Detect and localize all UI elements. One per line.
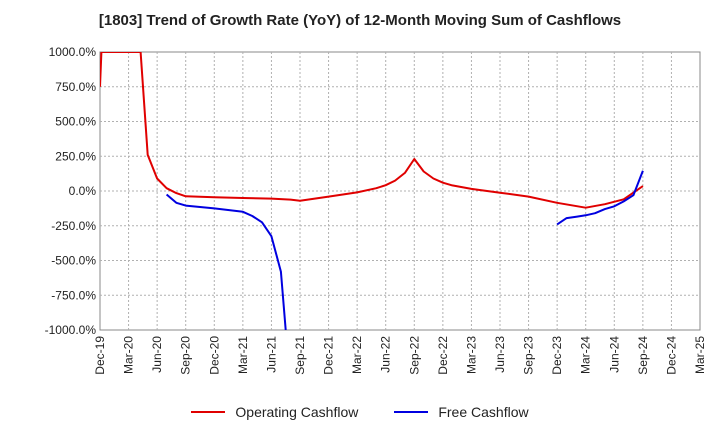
x-tick-label: Dec-24 (664, 336, 678, 375)
y-tick-label: -750.0% (51, 288, 96, 302)
x-tick-label: Jun-24 (607, 336, 621, 373)
x-tick-label: Dec-19 (93, 336, 107, 375)
legend-item-free: Free Cashflow (394, 404, 529, 420)
y-tick-label: 1000.0% (49, 45, 97, 59)
x-tick-label: Jun-22 (379, 336, 393, 373)
series-line-free-cashflow-segment-2 (556, 170, 644, 226)
y-tick-label: 250.0% (55, 149, 96, 163)
y-tick-label: -1000.0% (45, 323, 97, 337)
x-tick-label: Sep-24 (636, 336, 650, 375)
legend-swatch-free (394, 411, 429, 413)
x-tick-label: Dec-21 (322, 336, 336, 375)
legend: Operating Cashflow Free Cashflow (0, 404, 720, 420)
chart-title: [1803] Trend of Growth Rate (YoY) of 12-… (98, 12, 622, 29)
y-tick-label: 0.0% (69, 184, 97, 198)
y-tick-label: 500.0% (55, 115, 96, 129)
x-tick-label: Mar-23 (464, 336, 478, 374)
x-tick-label: Jun-23 (493, 336, 507, 373)
x-tick-label: Dec-23 (550, 336, 564, 375)
x-tick-label: Mar-20 (122, 336, 136, 374)
y-tick-label: -500.0% (51, 254, 96, 268)
x-tick-label: Dec-20 (207, 336, 221, 375)
x-tick-label: Mar-21 (236, 336, 250, 374)
x-tick-label: Jun-21 (264, 336, 278, 373)
series-line-free-cashflow (165, 193, 287, 330)
y-tick-label: -250.0% (51, 219, 96, 233)
y-tick-label: 750.0% (55, 80, 96, 94)
x-tick-label: Dec-22 (436, 336, 450, 375)
x-tick-label: Sep-21 (293, 336, 307, 375)
x-tick-label: Mar-24 (579, 336, 593, 374)
x-tick-label: Jun-20 (150, 336, 164, 373)
legend-item-operating: Operating Cashflow (191, 404, 358, 420)
legend-swatch-operating (191, 411, 226, 413)
x-tick-label: Mar-22 (350, 336, 364, 374)
series-line-operating-cashflow (100, 52, 644, 209)
legend-label-free: Free Cashflow (438, 404, 529, 420)
x-tick-label: Sep-20 (179, 336, 193, 375)
legend-label-operating: Operating Cashflow (235, 404, 359, 420)
x-tick-label: Mar-25 (693, 336, 707, 374)
x-tick-label: Sep-22 (407, 336, 421, 375)
x-tick-label: Sep-23 (522, 336, 536, 375)
